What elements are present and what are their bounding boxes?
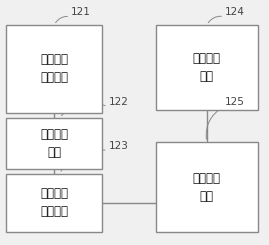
Text: 输出制动
控制模块: 输出制动 控制模块 — [40, 187, 68, 218]
Bar — [6, 118, 102, 169]
Text: 124: 124 — [225, 7, 245, 16]
Text: 顺序进给
控制模块: 顺序进给 控制模块 — [40, 53, 68, 85]
Bar — [156, 142, 258, 232]
Text: 操作控制
模块: 操作控制 模块 — [193, 172, 221, 203]
Text: 定位控制
模块: 定位控制 模块 — [40, 128, 68, 159]
Text: 125: 125 — [225, 97, 245, 107]
Bar — [156, 25, 258, 110]
Bar — [6, 174, 102, 232]
Bar — [6, 25, 102, 113]
Text: 人机界面
模块: 人机界面 模块 — [193, 52, 221, 83]
Text: 123: 123 — [108, 141, 128, 150]
Text: 122: 122 — [108, 97, 128, 107]
Text: 121: 121 — [71, 7, 91, 16]
